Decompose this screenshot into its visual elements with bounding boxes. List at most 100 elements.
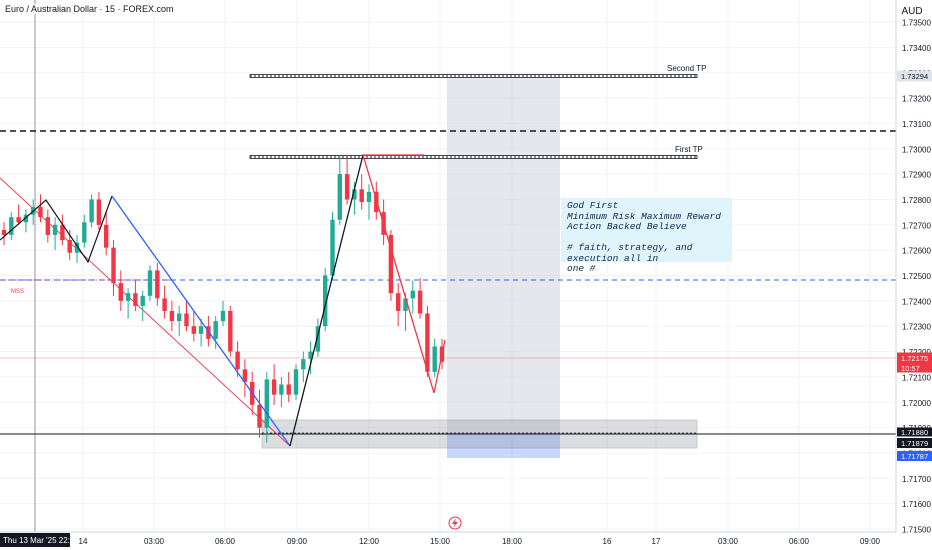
price-tick-label: 1.71600 — [902, 500, 931, 509]
candle-body — [67, 240, 72, 253]
first-tp-line — [249, 155, 698, 159]
candle-body — [301, 359, 306, 370]
currency-label: AUD — [901, 6, 922, 17]
candle-body — [184, 313, 189, 327]
candle-body — [330, 219, 335, 276]
candle-body — [417, 290, 423, 314]
candle-body — [359, 189, 364, 202]
candle-body — [242, 369, 248, 382]
price-tick-label: 1.71700 — [902, 475, 931, 484]
time-tick-label: 03:00 — [718, 537, 739, 546]
candle-body — [323, 275, 328, 327]
countdown-badge-bg — [897, 363, 932, 373]
candle-body — [308, 351, 313, 360]
level-2-badge-bg — [897, 438, 932, 448]
price-tick-label: 1.72500 — [902, 272, 931, 281]
candle-body — [133, 293, 138, 306]
candle-body — [111, 247, 116, 284]
candle-body — [23, 214, 29, 223]
candle-body — [396, 293, 401, 311]
lightning-icon[interactable] — [448, 516, 462, 530]
candle-body — [352, 189, 357, 200]
time-axis[interactable]: 14 03:00 06:00 09:00 12:00 15:00 18:00 16 17 03:0… — [0, 531, 896, 550]
price-tick-label: 1.73000 — [902, 145, 931, 154]
candle-body — [432, 346, 437, 372]
annotations: Second TP First TP MSS — [11, 64, 706, 295]
level-1-badge-bg — [897, 427, 932, 437]
candle-body — [344, 174, 350, 200]
candle-body — [206, 326, 211, 339]
level-2-badge: 1.71879 — [901, 439, 928, 448]
time-tick-label: 06:00 — [215, 537, 236, 546]
note-line: # faith, strategy, and execution all in — [567, 242, 699, 264]
mss-label: MSS — [11, 289, 24, 295]
note-line: Action Backed Believe — [567, 221, 687, 232]
second-tp-badge-bg — [897, 70, 932, 82]
stop-badge: 1.71787 — [901, 452, 928, 461]
candle-body — [191, 326, 196, 334]
time-tick-label: 14 — [79, 537, 88, 546]
price-tick-label: 1.73400 — [902, 44, 931, 53]
price-tick-label: 1.73100 — [902, 120, 931, 129]
countdown-badge: 10:57 — [901, 364, 920, 373]
candle-body — [155, 270, 160, 299]
candle-body — [45, 217, 50, 235]
candle-body — [388, 234, 394, 294]
time-tick-label: 12:00 — [359, 537, 380, 546]
down-leg — [111, 195, 291, 447]
candle-body — [125, 293, 131, 301]
target-zone — [447, 76, 560, 433]
price-tick-label: 1.72800 — [902, 196, 931, 205]
chart-title: Euro / Australian Dollar · 15 · FOREX.co… — [5, 4, 174, 14]
candle-body — [118, 283, 123, 301]
price-tick-label: 1.71500 — [902, 526, 931, 535]
swing-legs — [0, 154, 446, 447]
candle-body — [374, 191, 379, 213]
current-price-badge-bg — [897, 352, 932, 364]
up-leg-early — [0, 195, 113, 264]
candle-body — [82, 222, 87, 243]
second-tp-label: Second TP — [667, 64, 706, 73]
second-tp-line — [249, 74, 698, 78]
time-tick-label: 16 — [603, 537, 612, 546]
candle-body — [9, 217, 14, 235]
candle-body — [52, 224, 58, 235]
candle-body — [286, 384, 291, 395]
cursor-time-label: Thu 13 Mar '25 22:00 — [3, 536, 79, 545]
price-tick-label: 1.72700 — [902, 221, 931, 230]
candle-body — [140, 295, 145, 306]
note-line: God First — [567, 200, 619, 211]
candle-body — [96, 199, 102, 225]
second-tp-badge: 1.73294 — [901, 72, 928, 81]
candle-body — [198, 326, 204, 334]
stop-badge-bg — [897, 451, 932, 461]
time-tick-label: 15:00 — [430, 537, 451, 546]
candle-body — [410, 290, 415, 299]
price-tick-label: 1.73200 — [902, 95, 931, 104]
price-axis[interactable]: AUD1.735001.734001.733001.732001.731001.… — [895, 0, 932, 550]
price-tick-label: 1.72100 — [902, 373, 931, 382]
stop-zone — [447, 433, 560, 458]
price-tick-label: 1.72600 — [902, 247, 931, 256]
candle-body — [162, 298, 167, 311]
candle-body — [177, 313, 182, 322]
price-tick-label: 1.73500 — [902, 19, 931, 28]
candle-body — [1, 229, 7, 235]
cursor-label-bg — [0, 533, 70, 547]
candle-body — [213, 321, 218, 339]
first-tp-label: First TP — [675, 145, 703, 154]
time-tick-label: 17 — [652, 537, 661, 546]
note-box[interactable]: God First Minimum Risk Maximum Reward Ac… — [561, 198, 732, 274]
zones — [261, 76, 698, 458]
note-line: Minimum Risk Maximum Reward — [567, 210, 721, 222]
time-tick-label: 03:00 — [144, 537, 165, 546]
candle-body — [16, 217, 21, 223]
candle-body — [257, 404, 262, 428]
candle-body — [74, 242, 80, 253]
time-axis-bg — [0, 532, 896, 550]
current-price-badge: 1.72175 — [901, 354, 928, 363]
candle-body — [293, 369, 299, 395]
candle-body — [235, 351, 240, 370]
